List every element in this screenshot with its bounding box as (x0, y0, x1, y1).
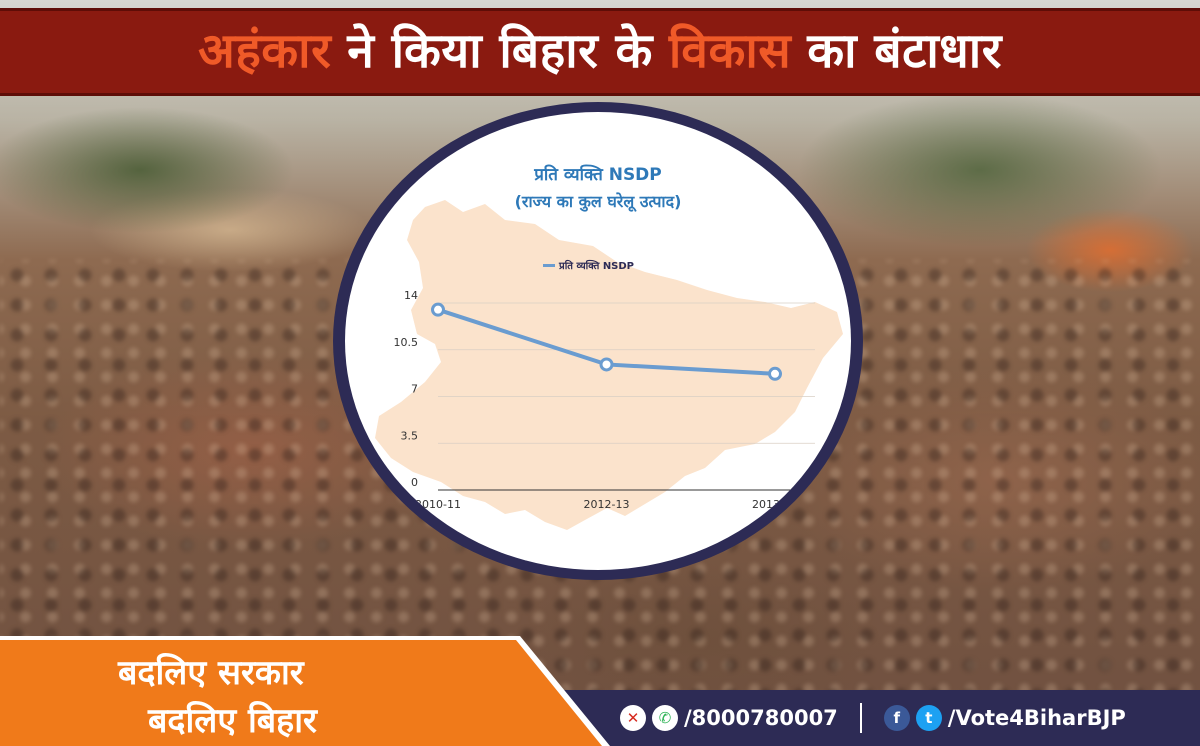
legend-swatch (543, 263, 555, 267)
phone-number[interactable]: /8000780007 (684, 706, 838, 730)
whatsapp-icon: ✆ (652, 705, 678, 731)
x-tick-label: 2013-14 (752, 498, 798, 511)
title-word-vikas: विकास (668, 22, 792, 79)
contact-bar: ✕ ✆ /8000780007 f t /Vote4BiharBJP (620, 690, 1126, 746)
slogan-line-2: बदलिए बिहार (148, 701, 317, 741)
divider (859, 703, 862, 733)
missed-call-icon: ✕ (620, 705, 646, 731)
page-title: अहंकार ने किया बिहार के विकास का बंटाधार (0, 8, 1200, 90)
data-point (768, 366, 782, 381)
title-word-middle: ने किया बिहार के (347, 22, 653, 79)
facebook-icon[interactable]: f (883, 705, 910, 731)
chart-subtitle: (राज्य का कुल घरेलू उत्पाद) (514, 192, 682, 211)
y-tick-label: 10.5 (394, 336, 419, 349)
chart-circle: प्रति व्यक्ति NSDP (राज्य का कुल घरेलू उ… (345, 112, 851, 570)
chart-title: प्रति व्यक्ति NSDP (534, 165, 662, 185)
data-point (599, 357, 614, 372)
title-word-end: का बंटाधार (807, 22, 1002, 79)
slogan-shape (0, 636, 610, 746)
x-tick-label: 2012-13 (584, 498, 630, 511)
social-handle[interactable]: /Vote4BiharBJP (947, 706, 1126, 730)
y-tick-label: 14 (404, 289, 418, 302)
x-tick-label: 2010-11 (415, 498, 461, 511)
y-tick-label: 3.5 (401, 429, 419, 442)
twitter-icon[interactable]: t (915, 705, 942, 731)
header-banner (0, 8, 1200, 96)
slogan-line-1: बदलिए सरकार (118, 653, 304, 693)
y-tick-label: 0 (411, 476, 418, 489)
title-word-ahankar: अहंकार (198, 22, 332, 79)
slogan-fill (0, 640, 602, 746)
slogan-panel: बदलिए सरकार बदलिए बिहार (0, 632, 610, 746)
chart-legend: प्रति व्यक्ति NSDP (543, 258, 634, 272)
line-chart: 0 3.5 7 10.5 14 2010-11 2012-13 2013-14 (394, 289, 815, 511)
data-point (431, 302, 445, 317)
legend-label: प्रति व्यक्ति NSDP (559, 261, 635, 272)
y-tick-label: 7 (411, 383, 418, 396)
